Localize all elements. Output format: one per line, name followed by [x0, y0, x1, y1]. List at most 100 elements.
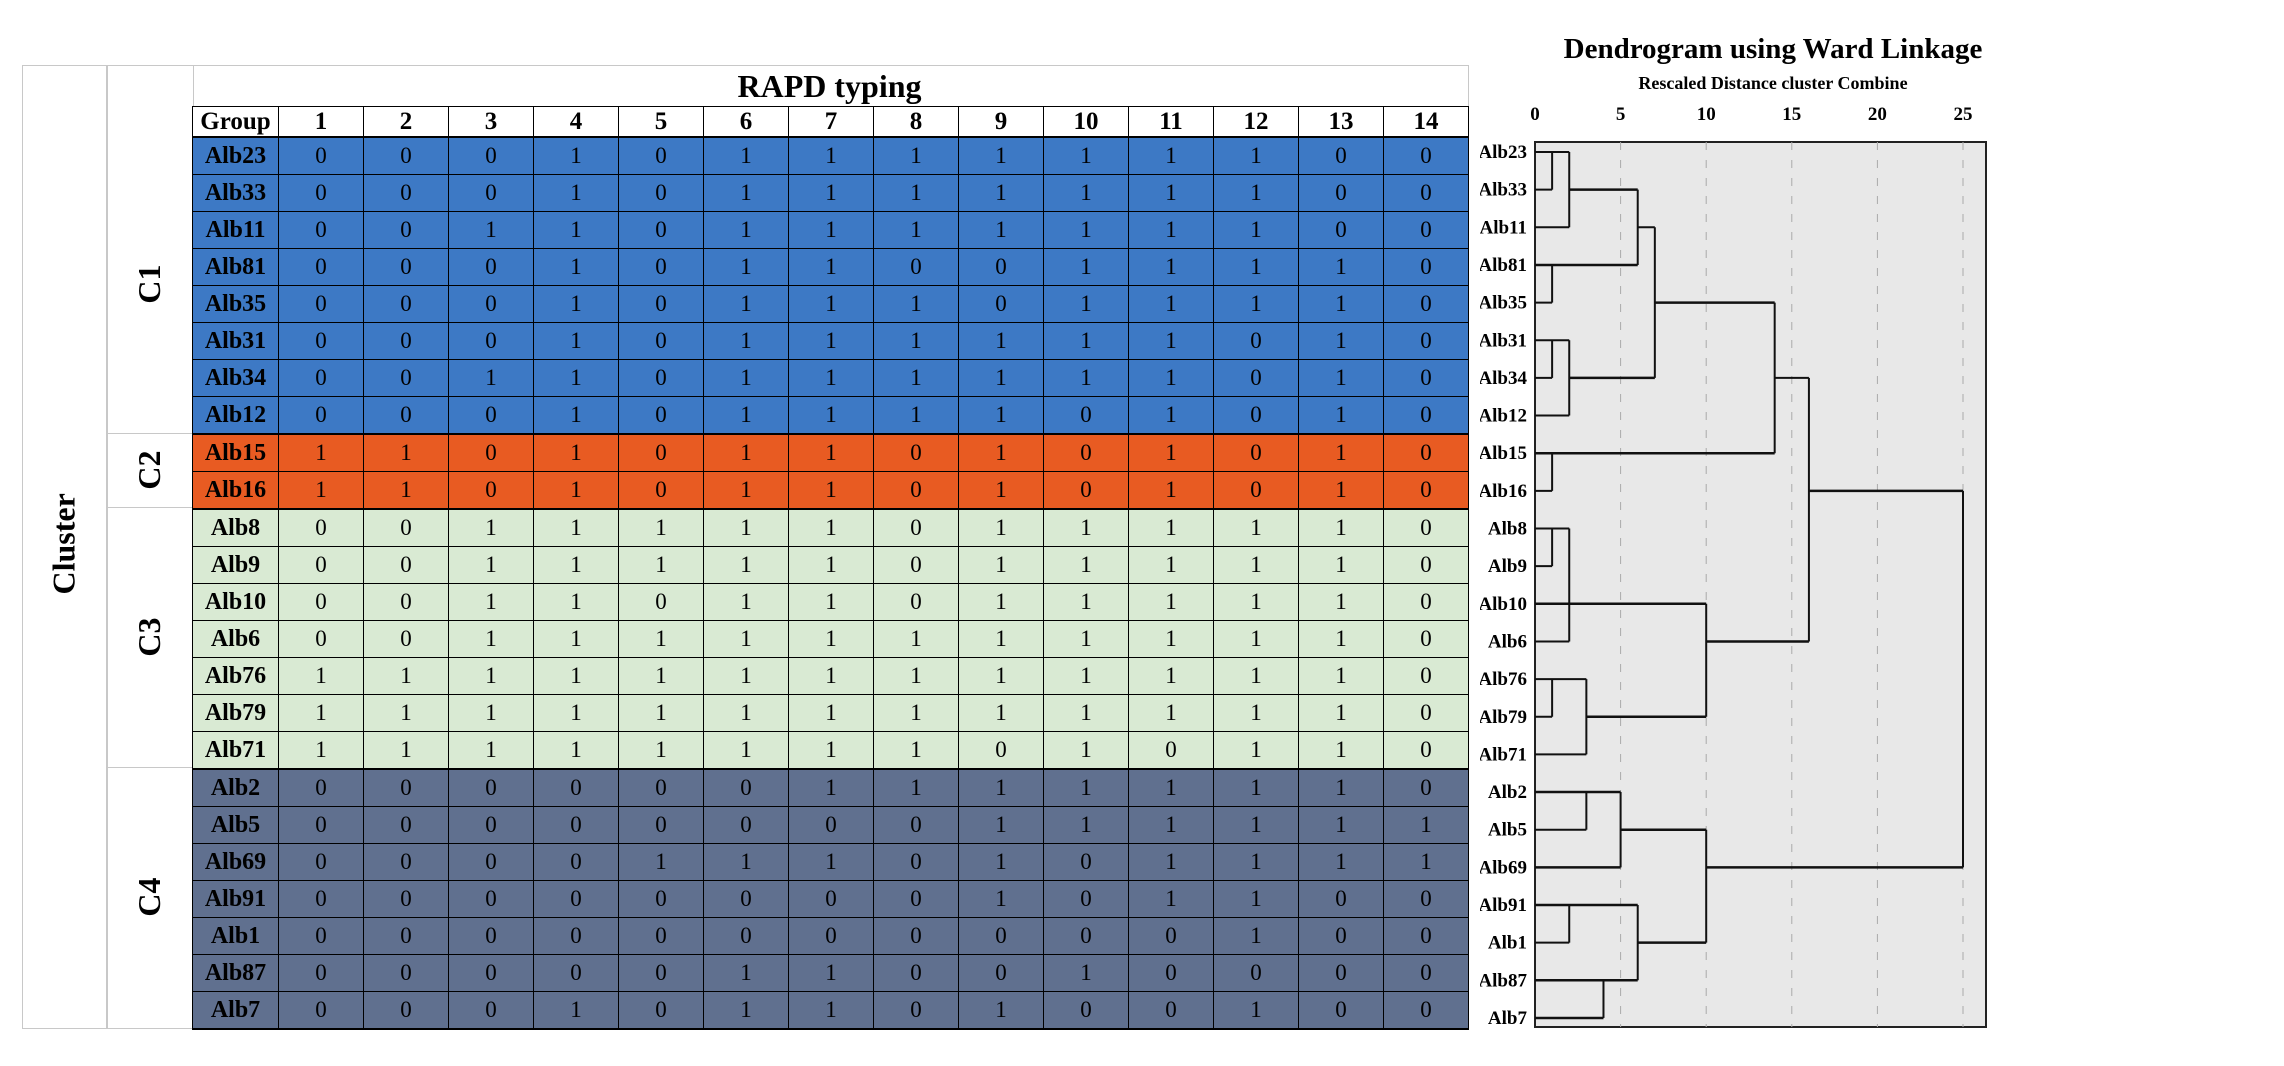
band-cell: 0	[618, 768, 704, 807]
band-cell: 1	[1128, 396, 1214, 435]
band-cell: 1	[788, 433, 874, 472]
band-cell: 1	[1213, 508, 1299, 547]
x-tick-label: 20	[1868, 104, 1887, 125]
band-cell: 0	[448, 322, 534, 360]
band-cell: 0	[533, 843, 619, 881]
band-cell: 1	[703, 620, 789, 658]
band-cell: 1	[1213, 174, 1299, 212]
band-cell: 0	[533, 917, 619, 955]
band-cell: 1	[873, 731, 959, 770]
band-cell: 1	[363, 694, 449, 732]
table-row: Alb9 0 0 1 1 1 1 1 0 1 1 1 1 1 0	[192, 546, 1469, 584]
band-cell: 0	[618, 954, 704, 992]
column-header: 7	[788, 106, 874, 138]
band-cell: 1	[1043, 768, 1129, 807]
column-header: 8	[873, 106, 959, 138]
band-cell: 0	[873, 546, 959, 584]
leaf-label: Alb81	[1480, 255, 1527, 276]
band-cell: 1	[1298, 583, 1384, 621]
leaf-label: Alb5	[1488, 820, 1527, 841]
band-cell: 1	[873, 694, 959, 732]
band-cell: 1	[1043, 136, 1129, 175]
band-cell: 0	[448, 285, 534, 323]
band-cell: 1	[1128, 433, 1214, 472]
table-row: Alb6 0 0 1 1 1 1 1 1 1 1 1 1 1 0	[192, 620, 1469, 658]
leaf-label: Alb1	[1488, 933, 1527, 954]
band-cell: 0	[618, 991, 704, 1030]
band-cell: 0	[278, 508, 364, 547]
band-cell: 1	[703, 694, 789, 732]
band-cell: 1	[1128, 583, 1214, 621]
leaf-label: Alb33	[1480, 180, 1527, 201]
band-cell: 0	[618, 471, 704, 510]
band-cell: 0	[1383, 211, 1469, 249]
band-cell: 1	[1043, 657, 1129, 695]
table-row: Alb81 0 0 0 1 0 1 1 0 0 1 1 1 1 0	[192, 248, 1469, 286]
band-cell: 1	[533, 396, 619, 435]
band-cell: 0	[1383, 471, 1469, 510]
column-header: 4	[533, 106, 619, 138]
band-cell: 1	[958, 433, 1044, 472]
isolate-label: Alb31	[192, 322, 279, 360]
band-cell: 0	[278, 917, 364, 955]
column-header: 13	[1298, 106, 1384, 138]
band-cell: 0	[363, 620, 449, 658]
band-cell: 1	[1043, 508, 1129, 547]
band-cell: 1	[1128, 508, 1214, 547]
leaf-label: Alb16	[1480, 481, 1527, 502]
band-cell: 0	[958, 285, 1044, 323]
band-cell: 0	[363, 396, 449, 435]
isolate-label: Alb23	[192, 136, 279, 175]
band-cell: 1	[1128, 211, 1214, 249]
band-cell: 1	[1298, 508, 1384, 547]
band-cell: 1	[1128, 806, 1214, 844]
band-cell: 1	[873, 136, 959, 175]
band-cell: 0	[1383, 731, 1469, 770]
band-cell: 1	[1213, 731, 1299, 770]
band-cell: 0	[958, 917, 1044, 955]
band-cell: 1	[1128, 136, 1214, 175]
band-cell: 1	[533, 285, 619, 323]
band-cell: 1	[618, 657, 704, 695]
band-cell: 1	[873, 211, 959, 249]
isolate-label: Alb12	[192, 396, 279, 435]
band-cell: 1	[1043, 322, 1129, 360]
band-cell: 0	[618, 880, 704, 918]
band-cell: 0	[1383, 768, 1469, 807]
band-cell: 1	[1213, 768, 1299, 807]
band-cell: 0	[958, 248, 1044, 286]
band-cell: 1	[703, 583, 789, 621]
band-cell: 0	[788, 917, 874, 955]
band-cell: 1	[703, 508, 789, 547]
isolate-label: Alb6	[192, 620, 279, 658]
band-cell: 0	[278, 211, 364, 249]
band-cell: 1	[703, 211, 789, 249]
band-cell: 1	[1213, 806, 1299, 844]
band-cell: 0	[278, 991, 364, 1030]
band-cell: 0	[1383, 396, 1469, 435]
band-cell: 0	[363, 768, 449, 807]
band-cell: 1	[533, 583, 619, 621]
band-cell: 0	[1213, 433, 1299, 472]
table-row: Alb16 1 1 0 1 0 1 1 0 1 0 1 0 1 0	[192, 471, 1469, 510]
band-cell: 1	[703, 954, 789, 992]
band-cell: 1	[873, 174, 959, 212]
leaf-label: Alb87	[1480, 970, 1527, 991]
isolate-label: Alb11	[192, 211, 279, 249]
band-cell: 0	[873, 806, 959, 844]
x-tick-label: 15	[1782, 104, 1801, 125]
band-cell: 1	[1298, 546, 1384, 584]
band-cell: 1	[278, 731, 364, 770]
band-cell: 1	[533, 620, 619, 658]
band-cell: 0	[1128, 954, 1214, 992]
band-cell: 0	[363, 285, 449, 323]
isolate-label: Alb2	[192, 768, 279, 807]
band-cell: 1	[873, 768, 959, 807]
band-cell: 1	[618, 843, 704, 881]
band-cell: 0	[448, 880, 534, 918]
band-cell: 1	[1298, 396, 1384, 435]
band-cell: 1	[448, 583, 534, 621]
band-cell: 1	[448, 620, 534, 658]
band-cell: 1	[618, 620, 704, 658]
isolate-label: Alb7	[192, 991, 279, 1030]
